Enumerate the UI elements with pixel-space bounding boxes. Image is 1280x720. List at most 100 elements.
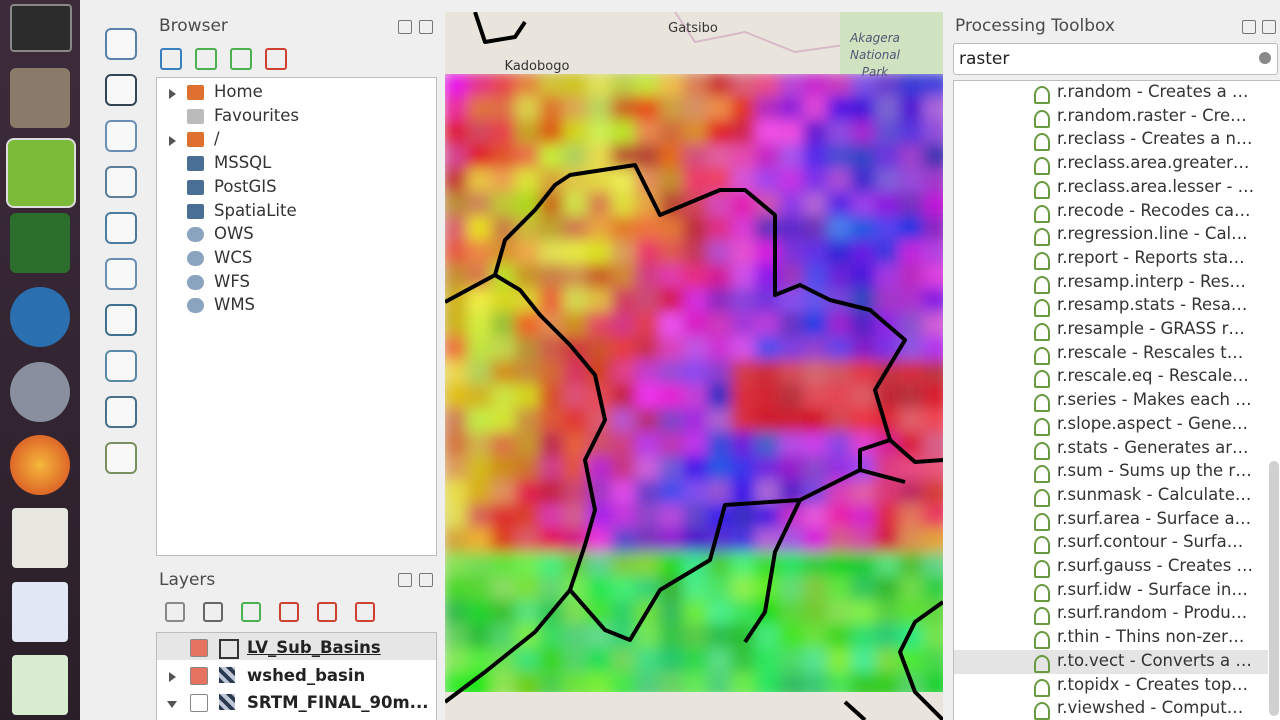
calc-icon[interactable] [12,655,68,715]
raster-cell [467,624,495,652]
raster-cell [755,144,783,172]
tool-item[interactable]: r.slope.aspect - Gene… [1057,413,1249,433]
browser-item[interactable]: / [214,129,220,149]
layer-checkbox[interactable] [190,639,208,657]
tool-button[interactable] [241,602,261,622]
tool-button[interactable] [317,602,337,622]
tool-item[interactable]: r.regression.line - Cal… [1057,224,1248,244]
tool-item[interactable]: r.thin - Thins non-zer… [1057,627,1245,647]
tool-item[interactable]: r.resamp.stats - Resa… [1057,295,1248,315]
tool-icon[interactable] [105,442,137,474]
tool-item[interactable]: r.viewshed - Comput… [1057,698,1244,718]
tool-item[interactable]: r.surf.contour - Surfa… [1057,532,1244,552]
close-button[interactable] [419,20,433,34]
tool-item[interactable]: r.recode - Recodes ca… [1057,200,1251,220]
layer-checkbox[interactable] [190,694,208,712]
tool-item[interactable]: r.random - Creates a … [1057,82,1249,101]
browser-item[interactable]: WCS [214,247,253,267]
raster-cell [683,168,711,196]
raster-cell [683,432,711,460]
tool-icon[interactable] [105,28,137,60]
tool-button[interactable] [165,602,185,622]
tool-item[interactable]: r.resample - GRASS r… [1057,319,1245,338]
raster-cell [611,216,639,244]
tool-item[interactable]: r.resamp.interp - Res… [1057,271,1246,291]
tool-item[interactable]: r.topidx - Creates top… [1057,674,1249,694]
browser-item[interactable]: OWS [214,224,254,244]
tool-item[interactable]: r.surf.idw - Surface in… [1057,579,1248,599]
float-button[interactable] [398,20,412,34]
saga-icon[interactable] [10,287,70,347]
tool-button[interactable] [160,48,182,70]
tool-item[interactable]: r.to.vect - Converts a … [1057,650,1252,670]
float-button[interactable] [398,573,412,587]
expand-arrow[interactable] [167,701,177,708]
close-button[interactable] [1262,20,1276,34]
tool-item[interactable]: r.rescale - Rescales t… [1057,342,1244,362]
layer-name[interactable]: wshed_basin [247,665,366,685]
search-box[interactable]: raster [953,43,1278,75]
tool-item[interactable]: r.surf.area - Surface a… [1057,508,1252,528]
grass-icon[interactable] [10,213,70,273]
tool-item[interactable]: r.reclass.area.greater… [1057,153,1250,173]
tool-icon[interactable] [105,350,137,382]
layer-name[interactable]: SRTM_FINAL_90m... [247,693,429,712]
clear-button[interactable] [1259,52,1271,64]
raster-cell [683,360,711,388]
browser-item[interactable]: PostGIS [214,176,277,196]
tool-icon [1034,275,1050,294]
raster-cell [467,144,495,172]
tool-button[interactable] [230,48,252,70]
tool-icon [1034,417,1050,436]
tool-button[interactable] [265,48,287,70]
files-icon[interactable] [10,68,70,128]
browser-item[interactable]: Home [214,82,263,101]
tool-item[interactable]: r.sunmask - Calculate… [1057,484,1252,504]
raster-cell [635,384,663,412]
raster-cell [899,288,927,316]
writer-icon[interactable] [12,582,68,642]
tool-icon[interactable] [105,120,137,152]
layer-name[interactable]: LV_Sub_Basins [247,638,381,657]
firefox-icon[interactable] [10,435,70,495]
r-icon[interactable] [10,362,70,422]
browser-item[interactable]: Favourites [214,105,299,125]
tool-item[interactable]: r.rescale.eq - Rescale… [1057,366,1249,386]
tool-item[interactable]: r.surf.random - Produ… [1057,603,1248,623]
terminal-icon[interactable] [10,4,72,52]
tool-icon[interactable] [105,258,137,290]
browser-item[interactable]: SpatiaLite [214,200,297,220]
float-button[interactable] [1242,20,1256,34]
raster-cell [923,288,943,316]
tool-item[interactable]: r.stats - Generates ar… [1057,437,1249,457]
map-canvas[interactable]: Gatsibo Kadobogo Akagera National Park [445,12,943,720]
tool-item[interactable]: r.surf.gauss - Creates … [1057,556,1254,575]
browser-item[interactable]: WMS [214,295,256,315]
tool-button[interactable] [279,602,299,622]
tool-icon[interactable] [105,304,137,336]
expand-arrow[interactable] [169,671,176,682]
editor-icon[interactable] [12,508,68,568]
tool-icon[interactable] [105,396,137,428]
browser-item[interactable]: MSSQL [214,153,272,173]
tool-icon[interactable] [105,74,137,106]
expand-arrow[interactable] [169,89,176,99]
tool-button[interactable] [203,602,223,622]
tool-item[interactable]: r.reclass.area.lesser - … [1057,176,1255,196]
tool-button[interactable] [355,602,375,622]
tool-item[interactable]: r.report - Reports sta… [1057,247,1245,267]
tool-item[interactable]: r.reclass - Creates a n… [1057,129,1253,149]
tool-button[interactable] [195,48,217,70]
tool-item[interactable]: r.random.raster - Cre… [1057,105,1247,125]
qgis-icon[interactable] [6,138,76,208]
tool-item[interactable]: r.sum - Sums up the r… [1057,461,1252,481]
raster-cell [923,624,943,652]
layer-checkbox[interactable] [190,666,208,685]
expand-arrow[interactable] [169,136,176,147]
tool-icon[interactable] [105,166,137,198]
browser-item[interactable]: WFS [214,271,250,291]
tool-item[interactable]: r.series - Makes each … [1057,390,1252,410]
close-button[interactable] [419,573,433,587]
tool-icon[interactable] [105,212,137,244]
scrollbar[interactable] [1269,461,1279,716]
